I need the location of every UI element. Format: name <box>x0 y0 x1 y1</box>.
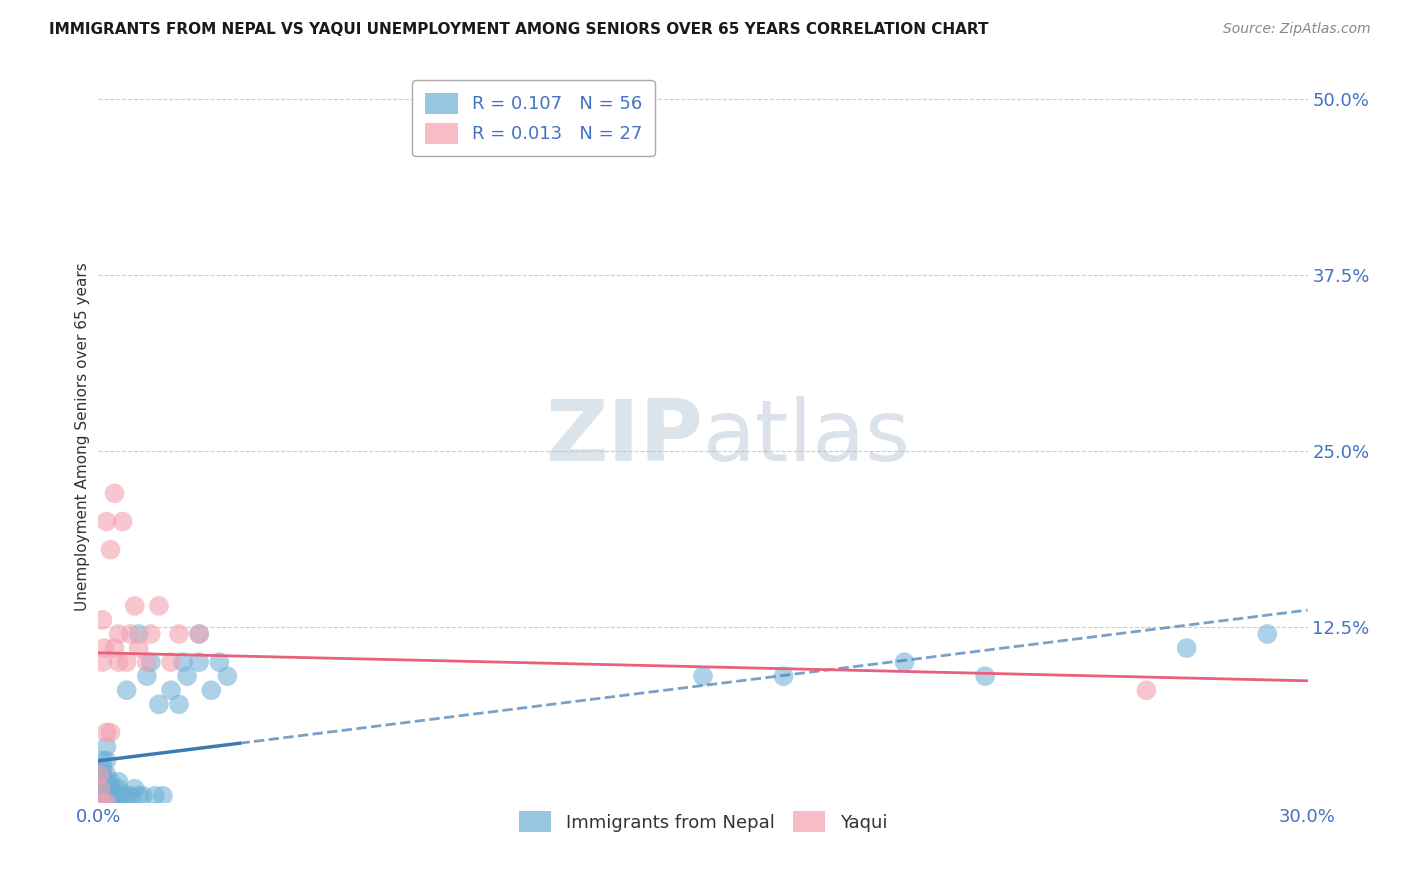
Point <box>208 655 231 669</box>
Point <box>96 739 118 754</box>
Point <box>91 767 114 781</box>
Point <box>974 669 997 683</box>
Point <box>128 627 150 641</box>
Point <box>103 789 125 803</box>
Point <box>132 789 155 803</box>
Text: IMMIGRANTS FROM NEPAL VS YAQUI UNEMPLOYMENT AMONG SENIORS OVER 65 YEARS CORRELAT: IMMIGRANTS FROM NEPAL VS YAQUI UNEMPLOYM… <box>49 22 988 37</box>
Point <box>1256 627 1278 641</box>
Point <box>91 613 114 627</box>
Point <box>167 627 190 641</box>
Point <box>124 781 146 796</box>
Point <box>143 789 166 803</box>
Point <box>692 669 714 683</box>
Point <box>96 754 118 768</box>
Point <box>188 627 211 641</box>
Point <box>100 781 122 796</box>
Point <box>111 515 134 529</box>
Point <box>107 627 129 641</box>
Point <box>96 515 118 529</box>
Point <box>89 767 111 781</box>
Point <box>91 655 114 669</box>
Point <box>176 669 198 683</box>
Point <box>91 796 114 810</box>
Point <box>93 781 115 796</box>
Point <box>124 599 146 613</box>
Point <box>103 486 125 500</box>
Point <box>107 781 129 796</box>
Legend: Immigrants from Nepal, Yaqui: Immigrants from Nepal, Yaqui <box>506 799 900 845</box>
Point <box>188 627 211 641</box>
Point <box>1175 641 1198 656</box>
Point <box>91 774 114 789</box>
Point <box>120 627 142 641</box>
Point <box>107 774 129 789</box>
Point <box>200 683 222 698</box>
Point <box>100 725 122 739</box>
Point <box>96 781 118 796</box>
Point <box>96 725 118 739</box>
Y-axis label: Unemployment Among Seniors over 65 years: Unemployment Among Seniors over 65 years <box>75 263 90 611</box>
Point <box>135 655 157 669</box>
Point <box>111 789 134 803</box>
Point <box>115 655 138 669</box>
Point <box>139 627 162 641</box>
Point <box>96 796 118 810</box>
Point <box>91 789 114 803</box>
Text: ZIP: ZIP <box>546 395 703 479</box>
Point <box>139 655 162 669</box>
Point <box>120 789 142 803</box>
Point <box>100 796 122 810</box>
Point <box>96 789 118 803</box>
Point <box>89 781 111 796</box>
Point <box>100 789 122 803</box>
Point <box>160 655 183 669</box>
Point <box>91 781 114 796</box>
Point <box>152 789 174 803</box>
Point <box>128 641 150 656</box>
Point <box>772 669 794 683</box>
Point <box>893 655 915 669</box>
Point <box>103 781 125 796</box>
Point <box>91 761 114 775</box>
Point <box>96 767 118 781</box>
Point <box>115 683 138 698</box>
Point <box>135 669 157 683</box>
Point <box>96 774 118 789</box>
Point <box>89 767 111 781</box>
Point <box>90 789 112 803</box>
Point <box>128 789 150 803</box>
Point <box>91 796 114 810</box>
Point <box>107 655 129 669</box>
Point <box>172 655 194 669</box>
Point <box>167 698 190 712</box>
Point <box>1135 683 1157 698</box>
Text: atlas: atlas <box>703 395 911 479</box>
Point <box>89 781 111 796</box>
Point <box>103 641 125 656</box>
Point <box>115 789 138 803</box>
Point <box>96 796 118 810</box>
Point <box>160 683 183 698</box>
Point <box>93 641 115 656</box>
Point <box>107 789 129 803</box>
Point <box>91 754 114 768</box>
Point <box>97 789 120 803</box>
Point <box>100 542 122 557</box>
Point <box>188 655 211 669</box>
Point <box>217 669 239 683</box>
Point <box>148 599 170 613</box>
Point <box>148 698 170 712</box>
Point <box>100 774 122 789</box>
Text: Source: ZipAtlas.com: Source: ZipAtlas.com <box>1223 22 1371 37</box>
